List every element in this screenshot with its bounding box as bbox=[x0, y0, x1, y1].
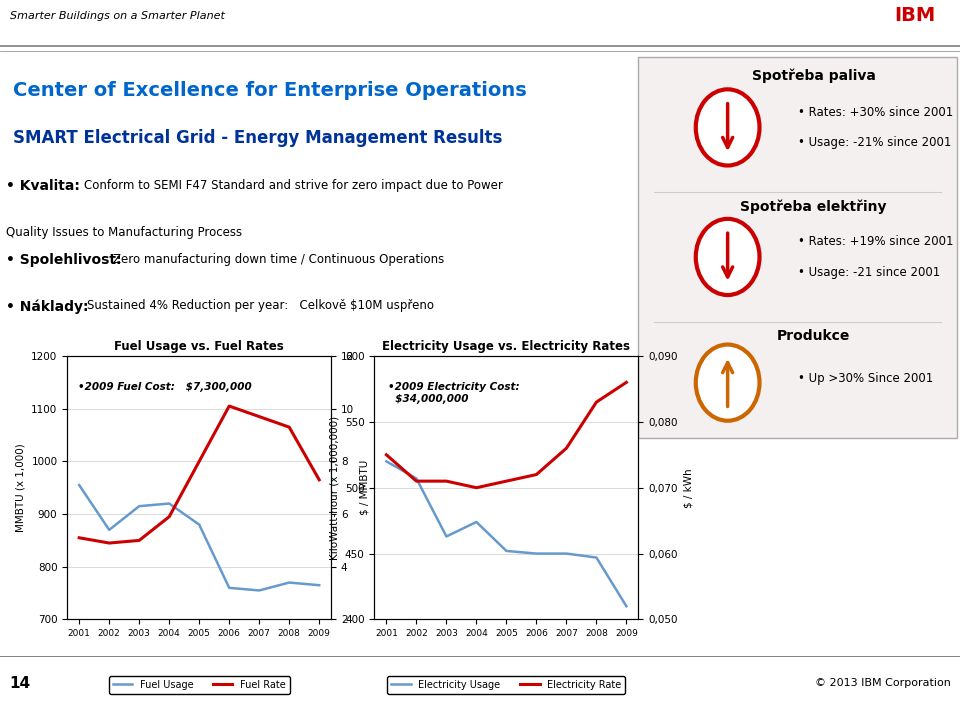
Text: • Usage: -21% since 2001: • Usage: -21% since 2001 bbox=[798, 136, 951, 150]
Text: 14: 14 bbox=[10, 676, 31, 691]
Electricity Rate bbox=[501, 477, 513, 486]
Text: Smarter Buildings on a Smarter Planet: Smarter Buildings on a Smarter Planet bbox=[10, 11, 225, 21]
Fuel Rate bbox=[163, 513, 175, 521]
Fuel Rate bbox=[74, 533, 85, 542]
Electricity Usage bbox=[590, 553, 602, 562]
Text: Spotřeba paliva: Spotřeba paliva bbox=[752, 68, 876, 83]
Electricity Usage bbox=[381, 457, 393, 466]
Fuel Rate bbox=[104, 539, 115, 548]
Fuel Rate bbox=[133, 536, 145, 545]
Text: • Up >30% Since 2001: • Up >30% Since 2001 bbox=[798, 372, 933, 385]
Y-axis label: $ / MMBTU: $ / MMBTU bbox=[360, 460, 370, 515]
Circle shape bbox=[696, 89, 759, 165]
Electricity Rate bbox=[411, 477, 422, 486]
Electricity Usage bbox=[620, 602, 632, 610]
Fuel Usage bbox=[74, 481, 85, 489]
Line: Electricity Rate: Electricity Rate bbox=[387, 382, 626, 488]
Electricity Usage bbox=[501, 547, 513, 555]
Line: Electricity Usage: Electricity Usage bbox=[387, 461, 626, 606]
Text: • Spolehlivost:: • Spolehlivost: bbox=[7, 253, 122, 267]
Text: • Usage: -21 since 2001: • Usage: -21 since 2001 bbox=[798, 266, 940, 278]
Fuel Rate bbox=[224, 402, 235, 410]
Text: • Rates: +19% since 2001: • Rates: +19% since 2001 bbox=[798, 235, 953, 248]
Text: • Rates: +30% since 2001: • Rates: +30% since 2001 bbox=[798, 105, 953, 119]
Electricity Rate bbox=[441, 477, 452, 486]
Fuel Usage bbox=[313, 581, 324, 590]
Fuel Usage bbox=[133, 502, 145, 511]
Fuel Rate bbox=[313, 476, 324, 484]
Line: Fuel Usage: Fuel Usage bbox=[80, 485, 319, 590]
Text: Quality Issues to Manufacturing Process: Quality Issues to Manufacturing Process bbox=[7, 226, 243, 239]
Electricity Usage bbox=[441, 532, 452, 540]
Text: •2009 Electricity Cost:
  $34,000,000: •2009 Electricity Cost: $34,000,000 bbox=[388, 382, 519, 404]
Legend: Electricity Usage, Electricity Rate: Electricity Usage, Electricity Rate bbox=[388, 676, 625, 693]
Text: • Kvalita:: • Kvalita: bbox=[7, 179, 81, 194]
Electricity Usage bbox=[411, 474, 422, 483]
Electricity Rate bbox=[531, 471, 542, 479]
Fuel Usage bbox=[163, 499, 175, 508]
Text: Center of Excellence for Enterprise Operations: Center of Excellence for Enterprise Oper… bbox=[12, 81, 527, 100]
Fuel Usage bbox=[224, 584, 235, 592]
Electricity Usage bbox=[531, 550, 542, 558]
Y-axis label: KiloWatt-hour (x 1,000,000): KiloWatt-hour (x 1,000,000) bbox=[329, 416, 340, 560]
Title: Electricity Usage vs. Electricity Rates: Electricity Usage vs. Electricity Rates bbox=[382, 340, 631, 353]
Title: Fuel Usage vs. Fuel Rates: Fuel Usage vs. Fuel Rates bbox=[114, 340, 284, 353]
Fuel Usage bbox=[104, 525, 115, 534]
Y-axis label: $ / kWh: $ / kWh bbox=[684, 468, 693, 508]
Text: Spotřeba elektřiny: Spotřeba elektřiny bbox=[740, 200, 887, 214]
Fuel Usage bbox=[194, 520, 205, 529]
Electricity Rate bbox=[561, 444, 572, 453]
Electricity Usage bbox=[561, 550, 572, 558]
Electricity Usage bbox=[470, 518, 482, 526]
Electricity Rate bbox=[381, 451, 393, 459]
Circle shape bbox=[696, 219, 759, 295]
Line: Fuel Rate: Fuel Rate bbox=[80, 406, 319, 543]
Text: Produkce: Produkce bbox=[777, 330, 851, 343]
Fuel Rate bbox=[253, 412, 265, 421]
Electricity Rate bbox=[590, 398, 602, 407]
Fuel Rate bbox=[283, 423, 295, 431]
Legend: Fuel Usage, Fuel Rate: Fuel Usage, Fuel Rate bbox=[108, 676, 290, 693]
Text: Zero manufacturing down time / Continuous Operations: Zero manufacturing down time / Continuou… bbox=[112, 253, 444, 266]
Fuel Usage bbox=[253, 586, 265, 595]
Text: © 2013 IBM Corporation: © 2013 IBM Corporation bbox=[814, 678, 950, 689]
Text: •2009 Fuel Cost:   $7,300,000: •2009 Fuel Cost: $7,300,000 bbox=[78, 382, 252, 392]
Text: Sustained 4% Reduction per year:   Celkově $10M uspřeno: Sustained 4% Reduction per year: Celkově… bbox=[86, 299, 434, 312]
Fuel Usage bbox=[283, 578, 295, 587]
Text: SMART Electrical Grid - Energy Management Results: SMART Electrical Grid - Energy Managemen… bbox=[12, 129, 502, 147]
Text: Conform to SEMI F47 Standard and strive for zero impact due to Power: Conform to SEMI F47 Standard and strive … bbox=[84, 179, 502, 192]
Electricity Rate bbox=[620, 378, 632, 387]
Fuel Rate bbox=[194, 457, 205, 466]
Circle shape bbox=[696, 345, 759, 421]
Y-axis label: MMBTU (x 1,000): MMBTU (x 1,000) bbox=[15, 444, 26, 532]
Text: IBM: IBM bbox=[895, 6, 936, 25]
Text: • Náklady:: • Náklady: bbox=[7, 299, 89, 313]
Electricity Rate bbox=[470, 483, 482, 492]
